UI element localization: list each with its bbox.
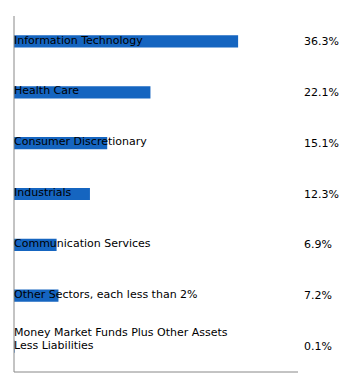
svg-text:Consumer Discretionary: Consumer Discretionary [14,135,147,148]
svg-text:Industrials: Industrials [14,186,72,199]
svg-text:Information Technology: Information Technology [14,34,143,47]
svg-text:Other Sectors, each less than: Other Sectors, each less than 2% [14,288,198,301]
svg-text:12.3%: 12.3% [304,188,339,201]
svg-text:22.1%: 22.1% [304,86,339,99]
svg-text:Communication Services: Communication Services [14,237,151,250]
svg-text:15.1%: 15.1% [304,137,339,150]
svg-text:36.3%: 36.3% [304,35,339,48]
svg-text:0.1%: 0.1% [304,340,332,353]
svg-text:7.2%: 7.2% [304,289,332,302]
svg-text:Health Care: Health Care [14,84,79,97]
svg-text:6.9%: 6.9% [304,238,332,251]
svg-text:Money Market Funds Plus Other: Money Market Funds Plus Other AssetsLess… [14,326,228,352]
